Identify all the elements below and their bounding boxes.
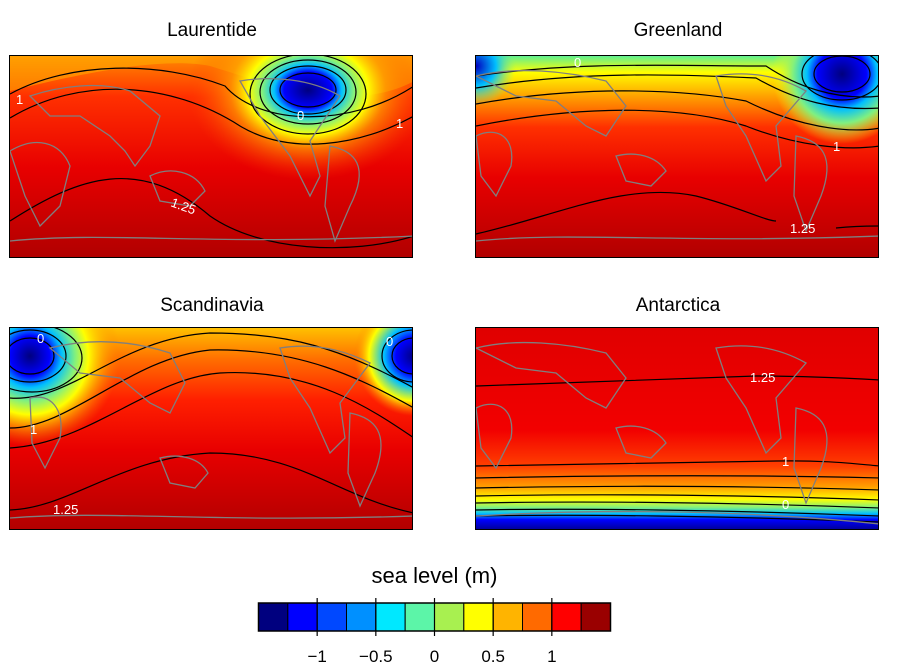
colorbar-bin [375, 602, 406, 632]
colorbar-bin [492, 602, 524, 632]
panel-title-scandinavia: Scandinavia [160, 295, 264, 316]
contour-label: 1 [16, 92, 23, 107]
contour-label: 1 [782, 454, 789, 469]
map-scandinavia: 0 0 1 1.25 [9, 327, 413, 530]
contour-label: 0 [386, 334, 393, 349]
contour-label: 1 [396, 116, 403, 131]
colorbar-bin [434, 602, 465, 632]
map-greenland: 0 1 1.25 [475, 55, 879, 258]
colorbar-bin [316, 602, 347, 632]
panel-title-greenland: Greenland [633, 20, 723, 41]
colorbar-tick-label: 0.5 [481, 647, 505, 664]
contour-label: 0 [37, 331, 44, 346]
contour-label: 0 [574, 56, 581, 70]
map-antarctica: 1.25 1 0 [475, 327, 879, 530]
colorbar-bin [258, 602, 289, 632]
panel-title-antarctica: Antarctica [635, 295, 721, 316]
contour-label: 1.25 [750, 370, 775, 385]
colorbar-bin [346, 602, 377, 632]
colorbar-tick-label: −0.5 [359, 647, 393, 664]
colorbar-tick-label: 0 [430, 647, 439, 664]
contour-label: 0 [782, 497, 789, 512]
colorbar-tick-label: 1 [547, 647, 556, 664]
contour-label: 1.25 [53, 502, 78, 517]
colorbar: −1 −0.5 0 0.5 1 [257, 598, 612, 664]
colorbar-bin [551, 602, 582, 632]
colorbar-bin [287, 602, 318, 632]
contour-label: 1 [833, 139, 840, 154]
map-laurentide: 1 0 1 1.25 [9, 55, 413, 258]
contour-label: 1.25 [790, 221, 815, 236]
contour-label: 1 [30, 422, 37, 437]
colorbar-tick-label: −1 [307, 647, 326, 664]
colorbar-title: sea level (m) [371, 563, 498, 588]
panel-title-laurentide: Laurentide [167, 20, 257, 41]
colorbar-bin [580, 602, 611, 632]
colorbar-bin [522, 602, 553, 632]
colorbar-bin [463, 602, 494, 632]
colorbar-bin [404, 602, 436, 632]
contour-label: 0 [297, 108, 304, 123]
